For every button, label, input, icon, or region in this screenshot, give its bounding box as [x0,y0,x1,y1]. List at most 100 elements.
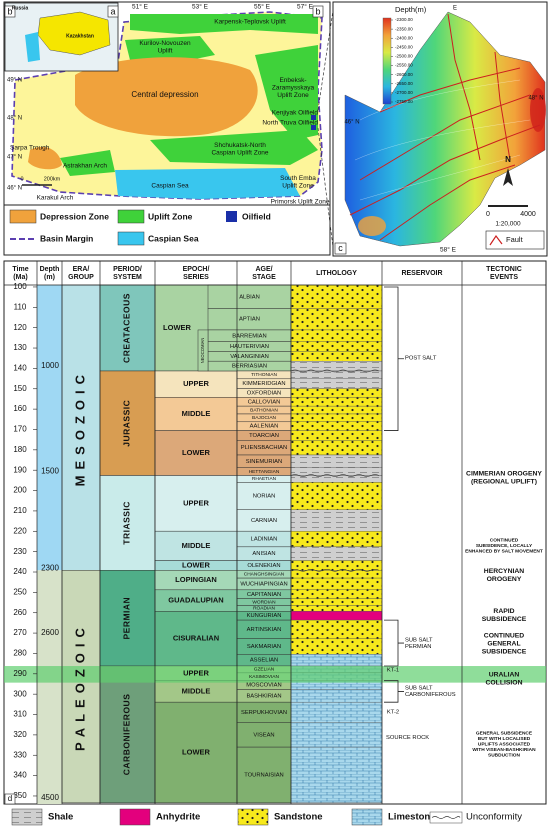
legend-swatch [119,808,151,826]
epoch-label: MIDDLE [182,409,211,418]
reservoir-label: PERMIAN [405,644,431,650]
stage-label: VALANGINIAN [230,354,269,360]
lithology-cell [290,397,383,407]
north-label: N [505,155,511,164]
stage-label: OLENEKIAN [247,563,280,569]
time-tick-label: 170 [13,425,27,434]
time-tick-label: 290 [13,669,27,678]
stage-label: KUNGURIAN [247,613,282,619]
stage-label: HAUTERIVIAN [230,344,269,350]
longitude-label: 57° E [297,3,314,11]
legend-label: Caspian Sea [148,233,199,243]
epoch-cell [154,430,238,476]
time-tick-label: 350 [13,791,27,800]
stage-label: RHAETIAN [252,476,277,482]
longitude-label: 55° E [254,3,271,11]
panel-letter-box [4,5,16,18]
latitude-label: 48° N [528,96,543,102]
stage-label: BARREMIAN [232,333,266,339]
epoch-label: MIDDLE [182,541,211,550]
lithology-cell [290,482,383,510]
colorbar-title: Depth(m) [395,5,427,14]
tectonic-label: URALIAN [489,672,520,679]
legend-label: Fault [506,235,524,244]
legend-swatch [351,808,383,826]
stage-label: BERRIASIAN [232,364,267,370]
tectonic-label: UPLIFTS ASSOCIATED [478,741,531,747]
legend-label: Anhydrite [156,812,200,823]
era-label: MESOZOIC [72,369,87,486]
panel-letter: c [338,243,343,253]
column-header: SERIES [183,274,209,281]
inset-label: Russia [12,5,29,11]
column-header: STAGE [252,274,276,281]
period-cell [99,570,156,667]
reservoir-label: KT-2 [387,709,399,715]
time-tick-label: 100 [13,282,27,291]
stage-label: TITHONIAN [251,372,277,378]
map-a [3,1,331,256]
tectonic-label: SUBSIDENCE [482,648,527,655]
lithology-cell [290,421,383,431]
lithology-cell [290,546,383,561]
epoch-label: MIDDLE [182,686,211,695]
panel-letter: d [8,794,12,803]
map-feature-label: Zaramysskaya [272,85,315,92]
reservoir-label: KT-1 [387,667,399,673]
lithology-cell [290,619,383,639]
column-header: (m) [44,274,55,281]
epoch-label: LOPINGIAN [175,575,217,584]
lithology-cell [290,509,383,532]
stage-label: OXFORDIAN [247,390,281,396]
map-feature-label: North Truva Oilfield [262,120,318,127]
period-label: PERMIAN [122,597,132,640]
reservoir-label: SOURCE ROCK [386,735,429,741]
latitude-label: 49° N [7,78,22,84]
era-label: PALEOZOIC [72,622,87,751]
lithology-cell [290,722,383,748]
reservoir-bracket [384,680,404,703]
stratigraphic-column [3,260,547,805]
stage-label: BASHKIRIAN [246,693,281,699]
longitude-label: 53° E [192,3,209,11]
lithology-cell [290,654,383,667]
map-feature-label: South Emba [280,175,316,182]
depth-label: 2600 [41,628,59,637]
map-feature-label: Karakul Arch [37,195,74,202]
stage-cell [236,746,292,804]
time-tick-label: 340 [13,771,27,780]
map-feature-label: Karpensk-Teplovsk Uplift [214,19,286,26]
map-feature-label: Kenjiyak Oilfield [272,110,319,117]
stage-label: ANISIAN [252,551,275,557]
lithology-cell [290,440,383,456]
epoch-label: LOWER [182,747,210,756]
stage-label: BATHONIAN [250,407,278,413]
colorbar-tick-label: -2600.00 [395,72,413,77]
time-tick-label: 320 [13,730,27,739]
longitude-label: E [453,6,457,12]
latitude-label: 46° N [344,120,359,126]
depth-label: 1500 [41,467,59,476]
legend-label: Unconformity [466,812,522,823]
legend-swatch [11,808,43,826]
stage-label: TOURNAISIAN [244,772,284,778]
legend-label: Sandstone [274,812,323,823]
lithology-cell [290,329,383,342]
time-tick-label: 160 [13,404,27,413]
reservoir-label: POST SALT [405,355,437,361]
era-cell [61,284,101,571]
legend-label: Limestone [388,812,436,823]
lithology-cell [290,405,383,415]
tectonic-label: SUBSIDENCE, LOCALLY [476,543,533,549]
period-cell [99,284,156,372]
stage-label: ROADIAN [253,606,275,612]
map-feature-label: Sarpa Trough [10,145,50,152]
legend-label: Oilfield [242,211,271,221]
panel-letter-box [4,793,16,805]
stage-label: ALBIAN [239,294,260,300]
depth-band [37,570,62,804]
time-tick-label: 280 [13,649,27,658]
lithology-cell [290,284,383,309]
map-feature-label: Shchukatsk-North [214,142,266,149]
lithology-cell [290,577,383,591]
